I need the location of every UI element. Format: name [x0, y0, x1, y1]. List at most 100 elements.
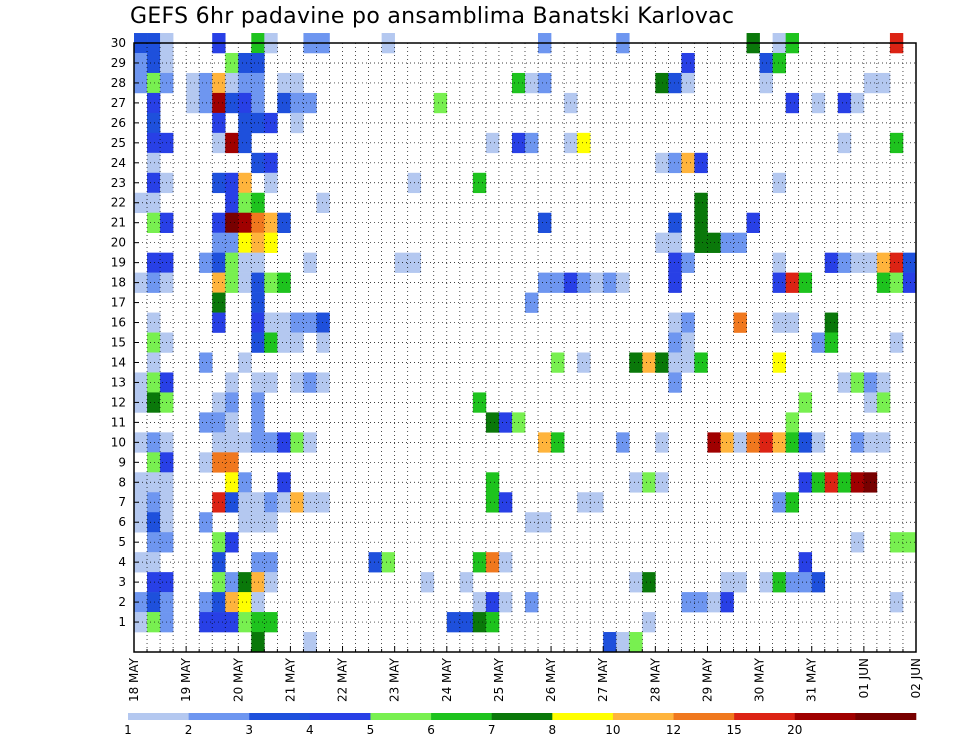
- heatmap-cell: [225, 432, 239, 453]
- heatmap-cell: [876, 432, 891, 453]
- heatmap-cell: [525, 72, 539, 94]
- heatmap-cell: [147, 192, 161, 214]
- heatmap-cell: [681, 332, 695, 353]
- y-tick-label: 7: [118, 495, 126, 509]
- heatmap-cell: [147, 612, 161, 633]
- heatmap-cell: [147, 552, 161, 573]
- heatmap-cell: [629, 632, 643, 653]
- heatmap-cell: [472, 612, 487, 633]
- heatmap-cell: [147, 392, 161, 413]
- x-tick-label: 19 MAY: [179, 657, 193, 702]
- heatmap-cell: [642, 472, 656, 493]
- heatmap-cell: [251, 412, 265, 433]
- heatmap-cell: [251, 592, 265, 613]
- colorbar-label: 1: [124, 723, 132, 737]
- heatmap-cell: [876, 372, 891, 393]
- heatmap-cell: [525, 512, 539, 533]
- colorbar-swatch: [855, 713, 917, 720]
- chart-title: GEFS 6hr padavine po ansamblima Banatski…: [130, 4, 735, 29]
- y-tick-label: 29: [111, 56, 126, 70]
- heatmap-cell: [733, 432, 747, 453]
- colorbar-swatch: [673, 713, 735, 720]
- heatmap-cell: [225, 612, 239, 633]
- heatmap-cell: [225, 492, 239, 513]
- colorbar-label: 3: [245, 723, 253, 737]
- heatmap-cell: [798, 272, 813, 293]
- heatmap-cell: [238, 92, 252, 114]
- y-tick-label: 28: [111, 76, 126, 90]
- heatmap-cell: [629, 352, 643, 373]
- heatmap-cell: [147, 172, 161, 194]
- colorbar-swatch: [188, 713, 250, 720]
- colorbar-swatch: [431, 713, 492, 720]
- heatmap-cell: [134, 472, 148, 493]
- heatmap-cell: [668, 372, 682, 393]
- heatmap-cell: [251, 432, 265, 453]
- heatmap-cell: [798, 552, 813, 573]
- heatmap-cell: [186, 72, 200, 94]
- heatmap-cell: [472, 392, 487, 413]
- heatmap-cell: [199, 412, 213, 433]
- x-tick-label: 29 MAY: [700, 657, 714, 702]
- heatmap-cell: [147, 572, 161, 593]
- heatmap-cell: [277, 332, 291, 353]
- colorbar-label: 12: [666, 723, 681, 737]
- heatmap-cell: [238, 192, 252, 214]
- heatmap-cell: [902, 252, 917, 273]
- heatmap-cell: [889, 332, 904, 353]
- y-tick-label: 4: [118, 555, 126, 569]
- colorbar-label: 6: [427, 723, 435, 737]
- heatmap-cell: [147, 312, 161, 333]
- heatmap-cell: [225, 172, 239, 194]
- heatmap-cell: [577, 272, 591, 293]
- heatmap-cell: [785, 412, 799, 433]
- heatmap-cell: [238, 472, 252, 493]
- x-tick-label: 28 MAY: [648, 657, 662, 702]
- heatmap-cell: [538, 72, 552, 94]
- heatmap-cell: [147, 132, 161, 154]
- y-tick-label: 17: [111, 296, 126, 310]
- heatmap-cell: [485, 592, 500, 613]
- heatmap-cell: [668, 232, 682, 253]
- heatmap-cell: [147, 512, 161, 533]
- heatmap-cell: [225, 132, 239, 154]
- heatmap-cell: [498, 412, 513, 433]
- heatmap-cell: [277, 472, 291, 493]
- heatmap-cell: [446, 612, 461, 633]
- heatmap-cell: [798, 392, 813, 413]
- heatmap-cell: [642, 612, 656, 633]
- heatmap-cell: [277, 492, 291, 513]
- heatmap-cell: [277, 92, 291, 114]
- heatmap-cell: [485, 492, 500, 513]
- heatmap-cell: [277, 432, 291, 453]
- x-tick-label: 24 MAY: [440, 657, 454, 702]
- heatmap-cell: [902, 532, 917, 553]
- colorbar-label: 8: [548, 723, 556, 737]
- heatmap-cell: [642, 352, 656, 373]
- heatmap-cell: [251, 572, 265, 593]
- heatmap-cell: [199, 512, 213, 533]
- heatmap-cell: [238, 272, 252, 293]
- y-tick-label: 26: [111, 116, 126, 130]
- heatmap-cell: [225, 52, 239, 74]
- heatmap-cell: [655, 352, 669, 373]
- heatmap-cell: [290, 312, 304, 333]
- colorbar-label: 4: [306, 723, 314, 737]
- heatmap-cell: [147, 432, 161, 453]
- heatmap-cell: [147, 92, 161, 114]
- heatmap-cell: [485, 612, 500, 633]
- heatmap-cell: [420, 572, 435, 593]
- heatmap-cell: [681, 252, 695, 273]
- heatmap-cell: [746, 212, 760, 233]
- heatmap-cell: [225, 532, 239, 553]
- heatmap-cell: [655, 152, 669, 174]
- heatmap-cell: [551, 352, 565, 373]
- heatmap-cell: [551, 272, 565, 293]
- heatmap-cell: [850, 432, 865, 453]
- heatmap-cell: [629, 472, 643, 493]
- heatmap-cell: [225, 232, 239, 253]
- heatmap-cell: [134, 512, 148, 533]
- colorbar-swatch: [128, 713, 189, 720]
- heatmap-cell: [251, 552, 265, 573]
- y-tick-label: 8: [118, 475, 126, 489]
